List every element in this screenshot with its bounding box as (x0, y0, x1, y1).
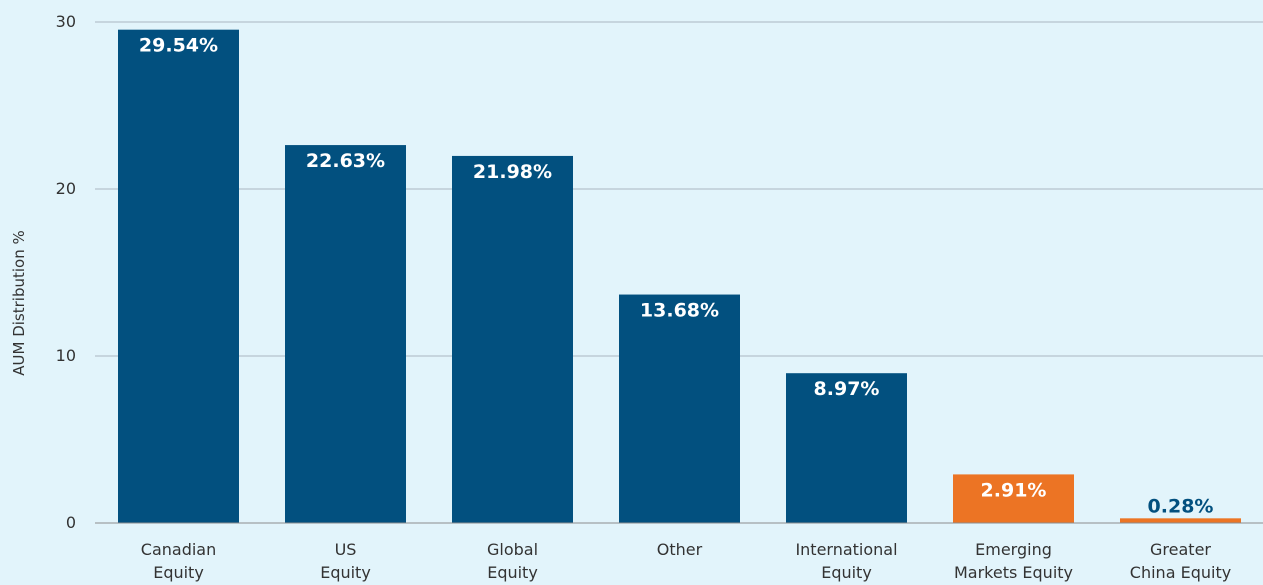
x-tick-label: US (335, 540, 357, 559)
x-tick-label: Equity (320, 563, 371, 582)
bar (452, 155, 573, 523)
bar (285, 145, 406, 524)
y-tick-label: 10 (56, 346, 76, 365)
bar (118, 29, 239, 523)
x-tick-label: Canadian (141, 540, 216, 559)
x-tick-label: Equity (821, 563, 872, 582)
data-labels: 29.54% 22.63% 21.98% 13.68% 8.97% 2.91% 0.28% (139, 35, 1214, 518)
data-label: 29.54% (139, 35, 218, 57)
data-label: 0.28% (1148, 495, 1214, 517)
x-tick-label: Emerging (975, 540, 1052, 559)
y-tick-label: 0 (66, 513, 76, 532)
data-label: 13.68% (640, 300, 719, 322)
axes: 0 10 20 30 Canadian Equity US Equity Global Equit… (56, 12, 1263, 582)
data-label: 22.63% (306, 150, 385, 172)
x-tick-label: Equity (487, 563, 538, 582)
x-tick-label: Markets Equity (954, 563, 1073, 582)
y-axis-title: AUM Distribution % (10, 230, 28, 375)
x-tick-label: Global (487, 540, 538, 559)
bar (1120, 518, 1241, 523)
bar (786, 373, 907, 523)
x-tick-label: China Equity (1130, 563, 1231, 582)
y-tick-label: 20 (56, 179, 76, 198)
bar (619, 294, 740, 523)
x-tick-label: Greater (1150, 540, 1211, 559)
data-label: 2.91% (981, 479, 1047, 501)
bars (118, 29, 1241, 524)
x-tick-label: Equity (153, 563, 204, 582)
y-tick-label: 30 (56, 12, 76, 31)
data-label: 8.97% (814, 378, 880, 400)
data-label: 21.98% (473, 161, 552, 183)
x-tick-label: Other (657, 540, 703, 559)
bar (953, 474, 1074, 523)
x-tick-label: International (795, 540, 897, 559)
